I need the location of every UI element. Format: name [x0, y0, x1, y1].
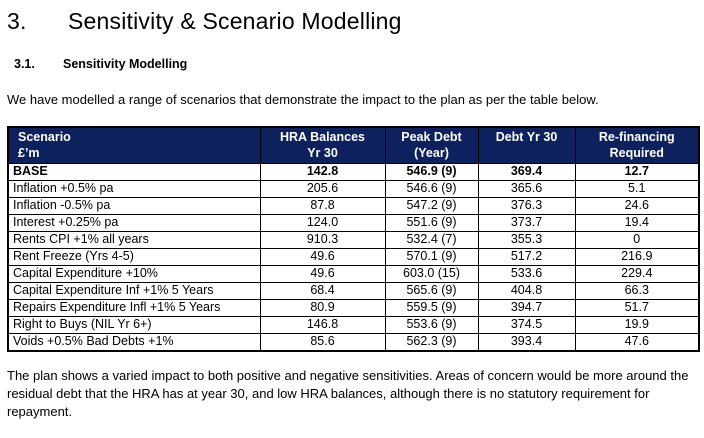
intro-paragraph: We have modelled a range of scenarios th… [7, 92, 599, 107]
table-row: Inflation -0.5% pa 87.8 547.2 (9) 376.3 … [7, 196, 700, 215]
table-header-row: Scenario £’m HRA Balances Yr 30 Peak Deb… [7, 126, 700, 164]
cell-peak-debt: 562.3 (9) [384, 332, 479, 351]
table-row: Interest +0.25% pa 124.0 551.6 (9) 373.7… [7, 213, 700, 232]
section-heading: 3. Sensitivity & Scenario Modelling [7, 6, 697, 36]
cell-scenario: Inflation +0.5% pa [7, 179, 261, 198]
section-number: 3. [7, 8, 27, 34]
cell-hra-balances: 205.6 [259, 179, 386, 198]
column-header-scenario: Scenario £’m [7, 126, 261, 164]
cell-peak-debt: 570.1 (9) [384, 247, 479, 266]
cell-hra-balances: 124.0 [259, 213, 386, 232]
cell-scenario: Interest +0.25% pa [7, 213, 261, 232]
cell-hra-balances: 910.3 [259, 230, 386, 249]
cell-debt-yr30: 517.2 [477, 247, 576, 266]
table-row-base: BASE 142.8 546.9 (9) 369.4 12.7 [7, 162, 700, 181]
table-row: Capital Expenditure Inf +1% 5 Years 68.4… [7, 281, 700, 300]
cell-scenario: Inflation -0.5% pa [7, 196, 261, 215]
cell-refinancing: 5.1 [574, 179, 700, 198]
table-row: Voids +0.5% Bad Debts +1% 85.6 562.3 (9)… [7, 332, 700, 351]
cell-scenario: Rent Freeze (Yrs 4-5) [7, 247, 261, 266]
cell-hra-balances: 142.8 [259, 162, 386, 181]
cell-debt-yr30: 365.6 [477, 179, 576, 198]
cell-peak-debt: 603.0 (15) [384, 264, 479, 283]
column-header-peak-debt: Peak Debt (Year) [384, 126, 479, 164]
sensitivity-table: Scenario £’m HRA Balances Yr 30 Peak Deb… [7, 125, 700, 352]
table-row: Rents CPI +1% all years 910.3 532.4 (7) … [7, 230, 700, 249]
column-header-debt-yr30: Debt Yr 30 [477, 126, 576, 164]
cell-debt-yr30: 404.8 [477, 281, 576, 300]
cell-debt-yr30: 355.3 [477, 230, 576, 249]
cell-hra-balances: 146.8 [259, 315, 386, 334]
cell-peak-debt: 559.5 (9) [384, 298, 479, 317]
section-title: Sensitivity & Scenario Modelling [68, 8, 402, 34]
cell-scenario: Rents CPI +1% all years [7, 230, 261, 249]
column-header-line1: Re-financing [598, 129, 675, 144]
column-header-line1: HRA Balances [280, 129, 365, 144]
cell-peak-debt: 553.6 (9) [384, 315, 479, 334]
cell-debt-yr30: 376.3 [477, 196, 576, 215]
cell-debt-yr30: 533.6 [477, 264, 576, 283]
column-header-line1: Scenario [18, 129, 71, 144]
cell-refinancing: 216.9 [574, 247, 700, 266]
cell-hra-balances: 49.6 [259, 264, 386, 283]
column-header-line1: Debt Yr 30 [495, 129, 558, 144]
cell-hra-balances: 49.6 [259, 247, 386, 266]
cell-scenario: Capital Expenditure Inf +1% 5 Years [7, 281, 261, 300]
cell-refinancing: 24.6 [574, 196, 700, 215]
cell-peak-debt: 546.9 (9) [384, 162, 479, 181]
cell-refinancing: 47.6 [574, 332, 700, 351]
cell-scenario: Repairs Expenditure Infl +1% 5 Years [7, 298, 261, 317]
subsection-number: 3.1. [14, 57, 35, 71]
cell-refinancing: 0 [574, 230, 700, 249]
cell-hra-balances: 87.8 [259, 196, 386, 215]
column-header-refinancing: Re-financing Required [574, 126, 700, 164]
cell-debt-yr30: 373.7 [477, 213, 576, 232]
cell-refinancing: 12.7 [574, 162, 700, 181]
cell-hra-balances: 68.4 [259, 281, 386, 300]
table-row: Capital Expenditure +10% 49.6 603.0 (15)… [7, 264, 700, 283]
cell-peak-debt: 565.6 (9) [384, 281, 479, 300]
table-row: Rent Freeze (Yrs 4-5) 49.6 570.1 (9) 517… [7, 247, 700, 266]
cell-scenario: Capital Expenditure +10% [7, 264, 261, 283]
table-row: Repairs Expenditure Infl +1% 5 Years 80.… [7, 298, 700, 317]
column-header-line1: Peak Debt [401, 129, 462, 144]
cell-scenario: Voids +0.5% Bad Debts +1% [7, 332, 261, 351]
cell-hra-balances: 85.6 [259, 332, 386, 351]
column-header-line2 [481, 145, 573, 161]
column-header-line2: (Year) [414, 145, 449, 160]
table-row: Right to Buys (NIL Yr 6+) 146.8 553.6 (9… [7, 315, 700, 334]
cell-refinancing: 66.3 [574, 281, 700, 300]
column-header-line2: £’m [18, 145, 40, 160]
cell-refinancing: 19.9 [574, 315, 700, 334]
cell-peak-debt: 546.6 (9) [384, 179, 479, 198]
cell-scenario: BASE [7, 162, 261, 181]
column-header-line2: Yr 30 [307, 145, 338, 160]
cell-peak-debt: 551.6 (9) [384, 213, 479, 232]
cell-refinancing: 51.7 [574, 298, 700, 317]
subsection-heading: 3.1. Sensitivity Modelling [14, 56, 697, 72]
cell-debt-yr30: 369.4 [477, 162, 576, 181]
table-row: Inflation +0.5% pa 205.6 546.6 (9) 365.6… [7, 179, 700, 198]
cell-refinancing: 19.4 [574, 213, 700, 232]
cell-debt-yr30: 374.5 [477, 315, 576, 334]
column-header-line2: Required [609, 145, 664, 160]
cell-refinancing: 229.4 [574, 264, 700, 283]
subsection-title: Sensitivity Modelling [63, 57, 188, 71]
cell-peak-debt: 547.2 (9) [384, 196, 479, 215]
document-page: 3. Sensitivity & Scenario Modelling 3.1.… [7, 6, 700, 419]
column-header-hra-balances: HRA Balances Yr 30 [259, 126, 386, 164]
cell-peak-debt: 532.4 (7) [384, 230, 479, 249]
cell-scenario: Right to Buys (NIL Yr 6+) [7, 315, 261, 334]
closing-paragraph: The plan shows a varied impact to both p… [7, 367, 689, 419]
cell-debt-yr30: 393.4 [477, 332, 576, 351]
cell-hra-balances: 80.9 [259, 298, 386, 317]
cell-debt-yr30: 394.7 [477, 298, 576, 317]
